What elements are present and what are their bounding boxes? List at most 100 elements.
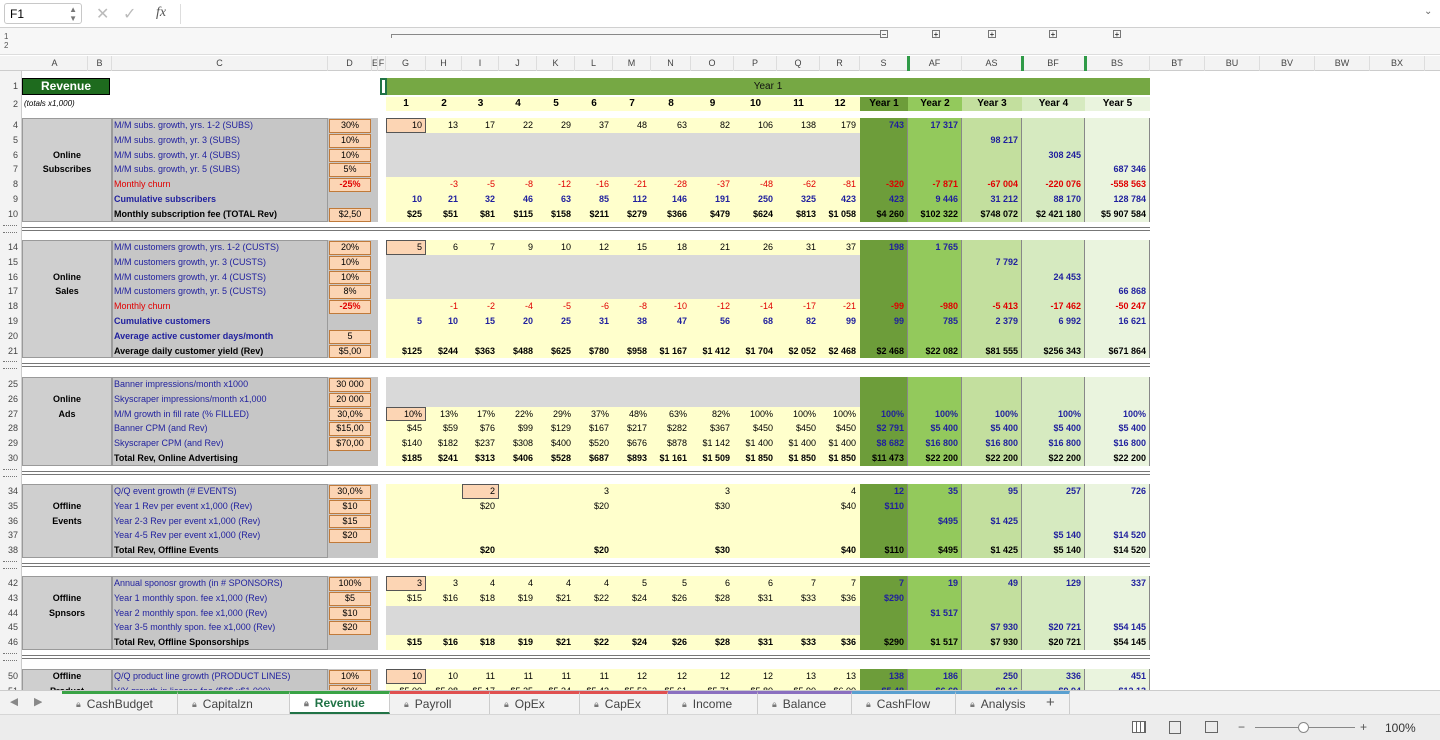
year-value: 100%: [994, 408, 1018, 419]
section-label-column: [112, 576, 328, 650]
column-header[interactable]: D: [328, 56, 372, 71]
month-value: $450: [752, 423, 773, 434]
month-value: $5,17: [462, 684, 499, 690]
input-box: [329, 119, 371, 133]
year-value: $256 343: [1043, 345, 1081, 356]
row-number: 14: [7, 242, 18, 252]
sheet-tab[interactable]: 🔒︎ OpEx: [490, 691, 580, 714]
month-value: 26: [762, 242, 773, 252]
month-value: $1 058: [828, 208, 856, 219]
zoom-thumb[interactable]: [1298, 722, 1309, 733]
column-header[interactable]: E: [372, 56, 378, 71]
column-header[interactable]: BU: [1205, 56, 1260, 71]
month-value: $31: [757, 592, 773, 603]
column-header[interactable]: O: [691, 56, 734, 71]
year-value: 7: [898, 578, 904, 588]
column-header[interactable]: G: [386, 56, 426, 71]
column-header[interactable]: AS: [962, 56, 1022, 71]
column-header[interactable]: BX: [1370, 56, 1425, 71]
month-value: $19: [517, 592, 533, 603]
column-header[interactable]: F: [378, 56, 386, 71]
column-header[interactable]: K: [537, 56, 575, 71]
row-label: Year 4-5 Rev per event x1,000 (Rev): [114, 530, 261, 541]
month-value: 6: [452, 242, 458, 252]
column-header[interactable]: J: [499, 56, 537, 71]
row-number: 37: [7, 530, 18, 541]
column-header[interactable]: C: [112, 56, 328, 71]
zoom-in[interactable]: +: [1360, 720, 1368, 734]
month-value: 31: [598, 316, 609, 326]
sheet-tab[interactable]: 🔒︎ Capitalzn: [178, 691, 290, 714]
column-header[interactable]: B: [88, 56, 112, 71]
year-value: -50 247: [1115, 301, 1146, 312]
zoom-out[interactable]: −: [1238, 720, 1246, 734]
outline-expand[interactable]: +: [1049, 30, 1057, 38]
column-header[interactable]: BF: [1022, 56, 1085, 71]
outline-level[interactable]: 2: [4, 41, 9, 50]
month-row-fill: [386, 436, 860, 451]
outline-expand[interactable]: +: [1113, 30, 1121, 38]
column-header[interactable]: R: [820, 56, 860, 71]
normal-view[interactable]: [1132, 721, 1146, 733]
column-header[interactable]: I: [462, 56, 499, 71]
input-box: [329, 529, 371, 544]
column-header[interactable]: L: [575, 56, 613, 71]
sheet-tab[interactable]: 🔒︎ CapEx: [580, 691, 668, 714]
row-label: Skyscraper CPM (and Rev): [114, 438, 224, 449]
column-header[interactable]: Q: [777, 56, 820, 71]
column-header[interactable]: M: [613, 56, 651, 71]
sheet-tab[interactable]: 🔒︎ Payroll: [390, 691, 490, 714]
year-value: $16 800: [1048, 438, 1081, 449]
row-label: Year 2-3 Rev per event x1,000 (Rev): [114, 515, 261, 526]
column-header[interactable]: A: [22, 56, 88, 71]
month-header-band: [386, 97, 860, 111]
row-number: 1: [12, 81, 18, 91]
sheet-tab[interactable]: 🔒︎ Analysis: [956, 691, 1070, 714]
column-header[interactable]: BT: [1150, 56, 1205, 71]
column-header[interactable]: BV: [1260, 56, 1315, 71]
month-value: $5,61: [651, 684, 691, 690]
column-header[interactable]: BW: [1315, 56, 1370, 71]
month-header: 9: [709, 98, 716, 109]
month-value: $140: [401, 438, 422, 449]
month-value: -21: [633, 179, 647, 190]
month-header: 5: [553, 98, 559, 109]
column-header[interactable]: S: [860, 56, 908, 71]
sheet-tab[interactable]: 🔒︎ Balance: [758, 691, 852, 714]
month-value: 25: [560, 316, 571, 326]
sheet-tab[interactable]: 🔒︎ Income: [668, 691, 758, 714]
outline-expand[interactable]: +: [988, 30, 996, 38]
month-value: 10: [447, 671, 458, 681]
page-layout-view[interactable]: [1169, 721, 1181, 734]
month-value: $366: [666, 208, 687, 219]
year-value: $20 721: [1048, 637, 1081, 648]
year-value: -558 563: [1110, 179, 1146, 190]
column-header[interactable]: N: [651, 56, 691, 71]
outline-collapse[interactable]: −: [880, 30, 888, 38]
section-label-column: [112, 484, 328, 558]
month-value: 13: [845, 671, 856, 681]
column-header[interactable]: P: [734, 56, 777, 71]
column-header[interactable]: BS: [1085, 56, 1150, 71]
next-sheet[interactable]: ▶: [34, 696, 43, 708]
month-row-fill: [386, 147, 860, 163]
outline-expand[interactable]: +: [932, 30, 940, 38]
column-header[interactable]: AF: [908, 56, 962, 71]
row-label: M/M subs. growth, yrs. 1-2 (SUBS): [114, 120, 254, 130]
section-label-column: [112, 377, 328, 466]
sheet-tab[interactable]: 🔒︎ CashBudget: [62, 691, 178, 714]
sheet-tab[interactable]: 🔒︎ Revenue: [290, 691, 390, 714]
month-value: 85: [598, 194, 609, 204]
month-header: 2: [441, 98, 447, 109]
name-box[interactable]: F1 ▲ ▼: [4, 3, 82, 24]
year-value: $110: [884, 500, 904, 511]
month-value: $1 704: [745, 345, 773, 356]
prev-sheet[interactable]: ◀: [10, 696, 19, 708]
page-break-view[interactable]: [1205, 721, 1218, 733]
sheet-tab[interactable]: 🔒︎ CashFlow: [852, 691, 956, 714]
outline-level[interactable]: 1: [4, 32, 9, 41]
column-header[interactable]: H: [426, 56, 462, 71]
month-value: -2: [486, 301, 495, 312]
add-sheet[interactable]: +: [1046, 694, 1055, 711]
month-value: $5,08: [426, 684, 462, 690]
